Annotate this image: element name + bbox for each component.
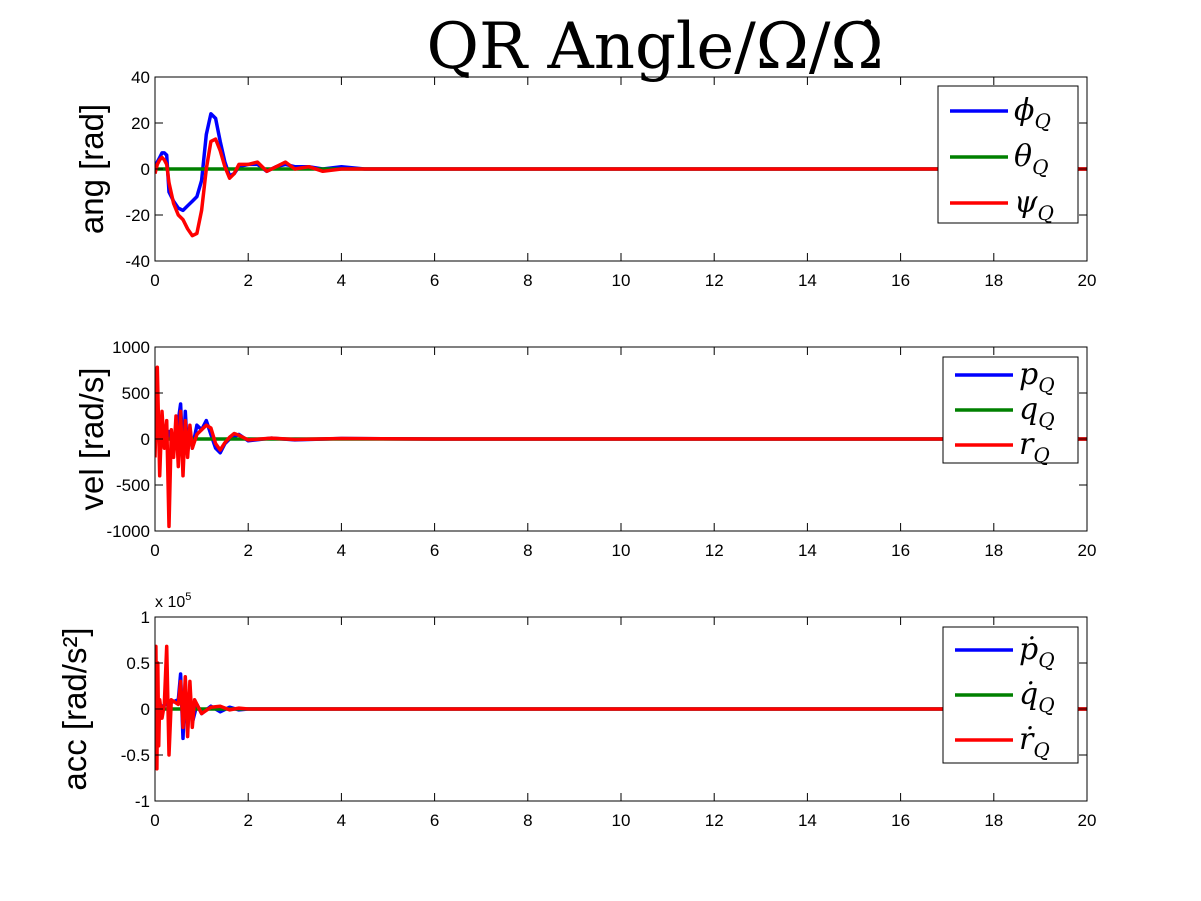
- series-line-3: [155, 365, 1087, 529]
- legend-symbol: ϕ: [1014, 93, 1034, 128]
- y-tick-label: 1: [141, 608, 150, 627]
- y-tick-label: -1: [135, 792, 150, 811]
- series-line-3: [155, 137, 1087, 238]
- x-tick-label: 2: [243, 271, 252, 290]
- legend-subscript: Q: [1038, 693, 1054, 717]
- x-tick-label: 20: [1078, 271, 1097, 290]
- y-axis-label: ang [rad]: [73, 104, 110, 234]
- y-tick-label: 0: [141, 160, 150, 179]
- y-tick-label: 500: [122, 384, 150, 403]
- legend-box: [937, 85, 1079, 224]
- legend-label-3: rQ: [1019, 427, 1050, 467]
- x-tick-label: 4: [337, 811, 346, 830]
- x-tick-label: 16: [891, 811, 910, 830]
- x-tick-label: 6: [430, 541, 439, 560]
- legend-label-1: ϕQ: [1014, 93, 1051, 133]
- legend-subscript: Q: [1038, 648, 1054, 672]
- legend-symbol: θ: [1014, 139, 1032, 174]
- x-tick-label: 10: [612, 541, 631, 560]
- x-tick-label: 2: [243, 811, 252, 830]
- x-tick-label: 4: [337, 541, 346, 560]
- legend-subscript: Q: [1033, 738, 1049, 762]
- x-tick-label: 4: [337, 271, 346, 290]
- x-tick-label: 0: [150, 811, 159, 830]
- y-tick-label: 0.5: [126, 654, 150, 673]
- legend-label-2: qQ: [1019, 392, 1055, 432]
- y-tick-label: -0.5: [121, 746, 150, 765]
- axis-scale-exponent: 5: [185, 591, 191, 603]
- x-tick-label: 18: [984, 541, 1003, 560]
- legend-label-3: ψQ: [1014, 185, 1054, 225]
- x-tick-label: 14: [798, 811, 817, 830]
- legend-symbol: p: [1019, 357, 1038, 392]
- y-tick-label: -1000: [107, 522, 150, 541]
- x-tick-label: 6: [430, 811, 439, 830]
- x-tick-label: 6: [430, 271, 439, 290]
- legend-subscript: Q: [1033, 443, 1049, 467]
- x-tick-label: 0: [150, 541, 159, 560]
- y-tick-label: 0: [141, 700, 150, 719]
- x-tick-label: 16: [891, 541, 910, 560]
- legend-symbol: ψ: [1014, 185, 1038, 220]
- axis-scale-label: x 105: [155, 591, 191, 611]
- x-tick-label: 8: [523, 541, 532, 560]
- x-tick-label: 12: [705, 811, 724, 830]
- legend-subscript: Q: [1038, 201, 1054, 225]
- y-tick-label: 1000: [112, 338, 150, 357]
- legend-symbol: ṙ: [1019, 722, 1035, 757]
- legend-label-1: pQ: [1019, 357, 1055, 397]
- x-tick-label: 20: [1078, 541, 1097, 560]
- subplot-3: 0 2 4 6 8 10 12 14 16 18 20 -1 -0.5 0 0.5 1 acc [rad/s²]…: [56, 591, 1096, 830]
- y-tick-label: 0: [141, 430, 150, 449]
- legend-subscript: Q: [1038, 373, 1054, 397]
- y-tick-label: 20: [131, 114, 150, 133]
- legend-symbol: q: [1019, 392, 1038, 427]
- series-line-3: [155, 644, 1087, 771]
- legend-label-3: ṙQ: [1019, 722, 1050, 762]
- legend-subscript: Q: [1038, 408, 1054, 432]
- legend-label-2: θQ: [1014, 139, 1048, 179]
- x-tick-label: 8: [523, 811, 532, 830]
- legend-label-1: ṗQ: [1019, 632, 1055, 672]
- legend-symbol: ṗ: [1019, 632, 1038, 667]
- x-tick-label: 18: [984, 811, 1003, 830]
- x-tick-label: 10: [612, 271, 631, 290]
- y-tick-label: -40: [125, 252, 150, 271]
- x-tick-label: 14: [798, 541, 817, 560]
- x-tick-label: 20: [1078, 811, 1097, 830]
- x-tick-label: 8: [523, 271, 532, 290]
- x-tick-label: 14: [798, 271, 817, 290]
- legend: ṗQq̇QṙQ: [942, 626, 1079, 764]
- x-tick-label: 12: [705, 271, 724, 290]
- legend-subscript: Q: [1034, 109, 1050, 133]
- y-tick-label: 40: [131, 68, 150, 87]
- x-tick-label: 16: [891, 271, 910, 290]
- y-axis-label: vel [rad/s]: [73, 367, 110, 510]
- x-tick-label: 12: [705, 541, 724, 560]
- x-tick-label: 18: [984, 271, 1003, 290]
- x-tick-label: 10: [612, 811, 631, 830]
- y-axis-label: acc [rad/s²]: [56, 627, 93, 790]
- y-tick-label: -20: [125, 206, 150, 225]
- legend-subscript: Q: [1032, 155, 1048, 179]
- legend-symbol: r: [1019, 427, 1035, 462]
- x-tick-label: 2: [243, 541, 252, 560]
- legend-symbol: q̇: [1019, 677, 1038, 712]
- y-tick-label: -500: [116, 476, 150, 495]
- legend-label-2: q̇Q: [1019, 677, 1055, 717]
- x-tick-label: 0: [150, 271, 159, 290]
- figure-title: QR Angle/Ω/Ω̇: [427, 10, 884, 84]
